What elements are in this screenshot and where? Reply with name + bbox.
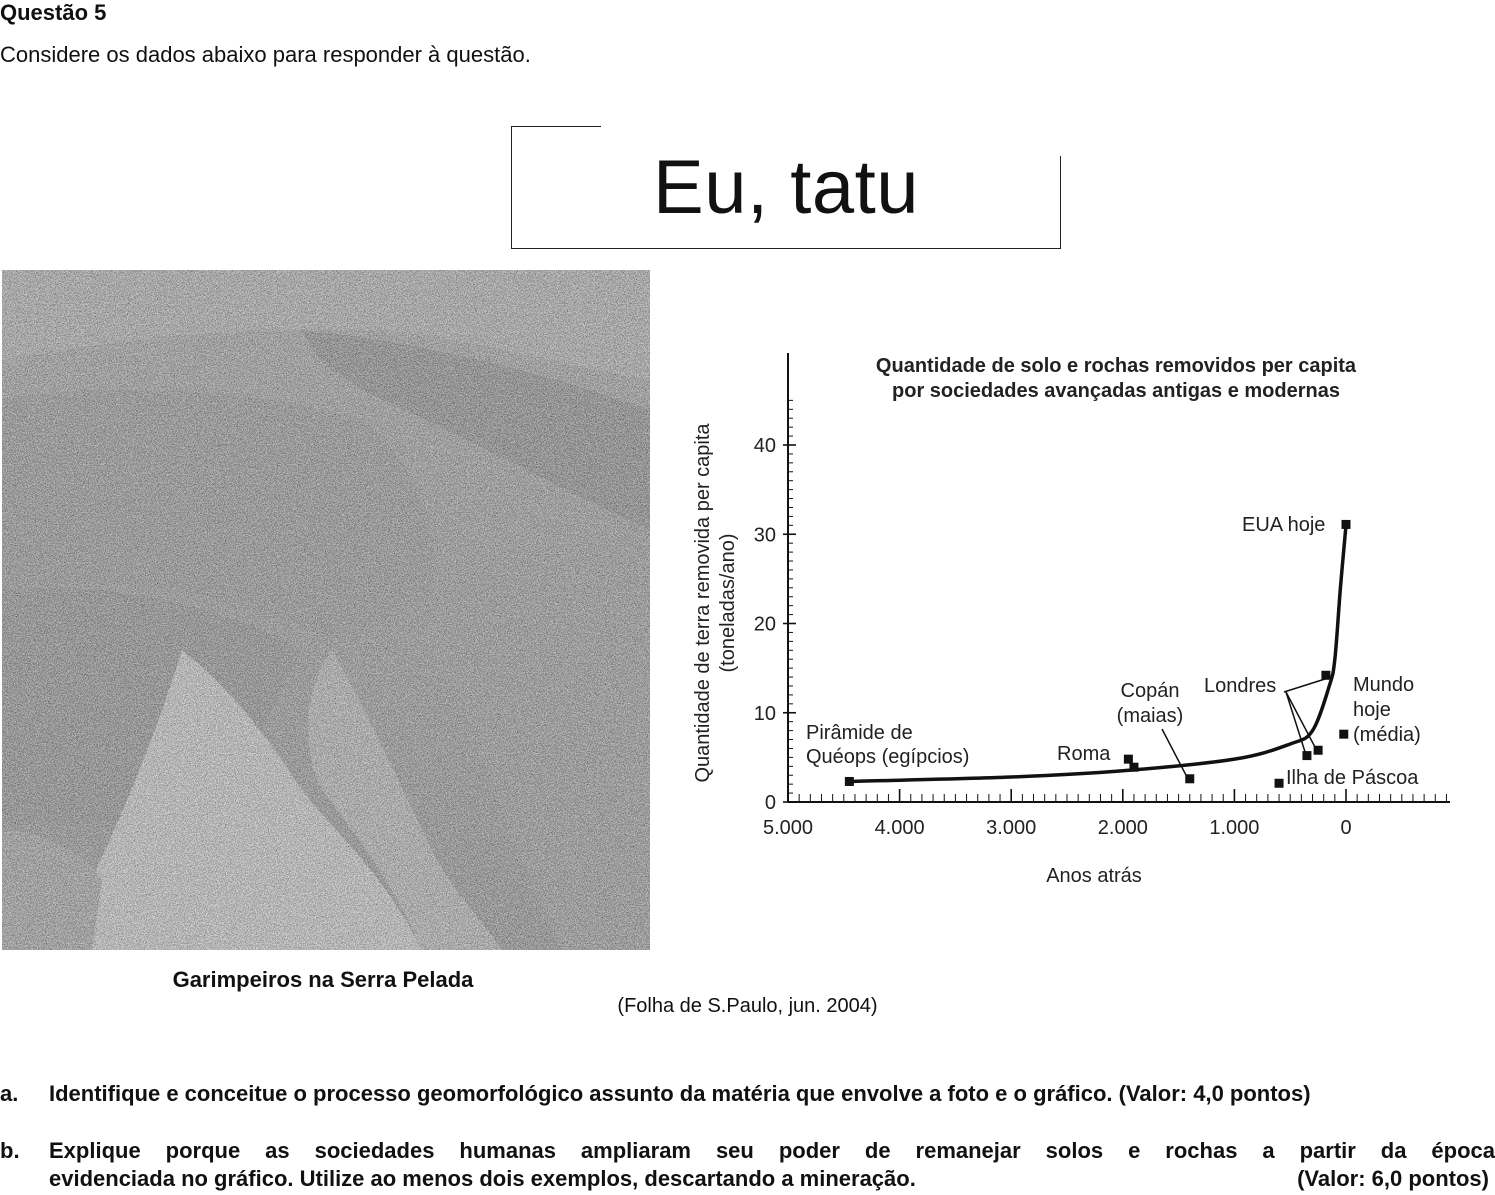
question-b-text-line1: Explique porque as sociedades humanas am… [49, 1138, 1495, 1163]
annotation-mundo-2: hoje [1353, 699, 1391, 721]
question-heading: Questão 5 [0, 0, 107, 25]
data-point [1129, 762, 1139, 772]
copan-leader [1161, 728, 1189, 780]
annotation-eua: EUA hoje [1242, 514, 1325, 536]
y-axis-label-line1: Quantidade de terra removida per capita [692, 423, 714, 783]
y-tick-label: 40 [754, 435, 776, 457]
photo-caption: Garimpeiros na Serra Pelada [172, 967, 474, 992]
x-tick-label: 4.000 [875, 817, 925, 839]
data-point [1321, 670, 1331, 680]
data-point [1123, 754, 1133, 764]
data-point [1185, 774, 1195, 784]
data-point [1313, 745, 1323, 755]
x-tick-label: 2.000 [1098, 817, 1148, 839]
x-tick-label: 1.000 [1209, 817, 1259, 839]
annotation-mundo-1: Mundo [1353, 674, 1414, 696]
title-box-top-border [511, 126, 601, 127]
annotation-mundo-3: (média) [1353, 724, 1421, 746]
annotation-pascoa: Ilha de Páscoa [1286, 767, 1419, 789]
data-point [1302, 751, 1312, 761]
x-tick-label: 0 [1340, 817, 1351, 839]
article-title-box: Eu, tatu [511, 124, 1062, 249]
title-box-gap [1059, 124, 1062, 156]
y-tick-label: 0 [765, 792, 776, 814]
question-b-value: (Valor: 6,0 pontos) [1297, 1166, 1489, 1191]
y-axis-label-line2: (toneladas/ano) [717, 534, 739, 673]
annotation-queops-2: Quéops (egípcios) [806, 746, 969, 768]
question-a-letter: a. [0, 1081, 19, 1106]
chart-axes [787, 353, 1450, 803]
data-point [1274, 778, 1284, 788]
londres-leader-1 [1283, 678, 1326, 693]
data-point [1341, 519, 1351, 529]
annotation-roma: Roma [1057, 743, 1111, 765]
chart-title-line2: por sociedades avançadas antigas e moder… [892, 380, 1340, 402]
annotation-queops-1: Pirâmide de [806, 722, 913, 744]
annotation-londres: Londres [1204, 675, 1276, 697]
article-title: Eu, tatu [653, 145, 919, 230]
question-intro: Considere os dados abaixo para responder… [0, 42, 531, 67]
soil-removal-chart: Quantidade de solo e rochas removidos pe… [692, 353, 1450, 887]
y-tick-label: 20 [754, 614, 776, 636]
annotation-leaders [1161, 678, 1326, 780]
annotation-copan-1: Copán [1121, 680, 1180, 702]
chart-ticks: 0 10 20 30 40 5.000 4.000 3.000 2.000 1.000 0 [754, 399, 1447, 839]
data-point [844, 776, 854, 786]
article-source: (Folha de S.Paulo, jun. 2004) [617, 995, 878, 1017]
chart-annotations: Pirâmide de Quéops (egípcios) Roma Copán… [806, 514, 1421, 789]
x-axis-label: Anos atrás [1046, 865, 1142, 887]
annotation-copan-2: (maias) [1117, 705, 1184, 727]
londres-leader-2 [1285, 691, 1307, 756]
trend-curve [847, 523, 1348, 784]
x-tick-label: 5.000 [763, 817, 813, 839]
londres-leader-3 [1285, 691, 1317, 750]
data-point [1339, 729, 1349, 739]
question-b-text-line2: evidenciada no gráfico. Utilize ao menos… [49, 1166, 916, 1191]
y-tick-label: 30 [754, 524, 776, 546]
data-markers [844, 519, 1351, 788]
y-tick-label: 10 [754, 703, 776, 725]
question-a-text: Identifique e conceitue o processo geomo… [49, 1081, 1311, 1106]
serra-pelada-photo [2, 270, 650, 950]
question-b-letter: b. [0, 1138, 20, 1163]
chart-title-line1: Quantidade de solo e rochas removidos pe… [876, 355, 1357, 377]
x-tick-label: 3.000 [986, 817, 1036, 839]
